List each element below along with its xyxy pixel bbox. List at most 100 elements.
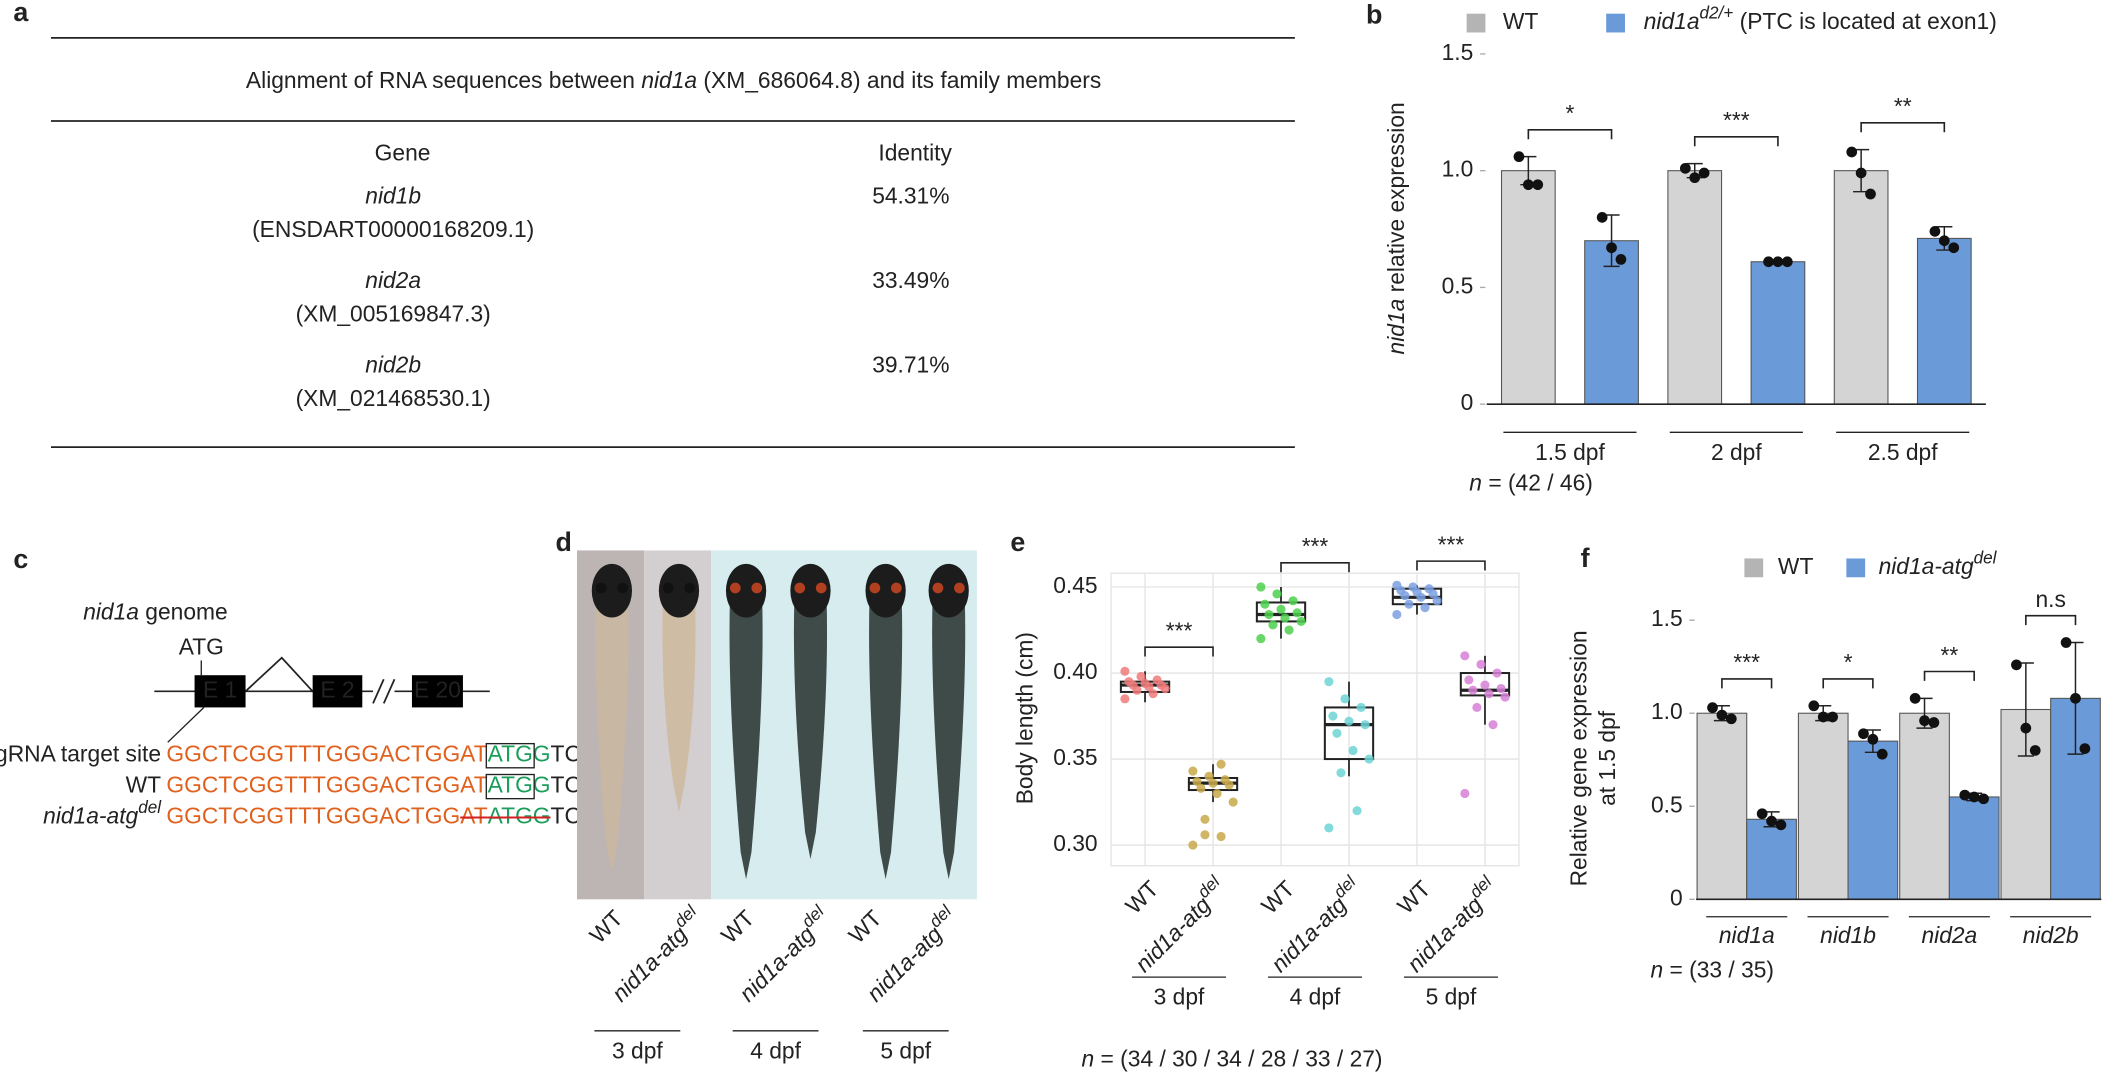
sample-size-part: n — [1469, 470, 1482, 496]
legend-label-part: nid1a-atg — [1879, 553, 1974, 579]
gene-accession: (XM_021468530.1) — [296, 385, 491, 411]
significance-bracket — [1860, 122, 1946, 133]
data-point — [1679, 162, 1691, 174]
bar — [1797, 712, 1849, 900]
bar — [1500, 170, 1556, 405]
data-point — [1408, 582, 1418, 592]
larva-body — [932, 597, 966, 880]
y-axis-label-part: nid1a — [1383, 299, 1409, 355]
data-point — [1596, 212, 1608, 223]
x-tick-label: nid2a — [1921, 922, 1977, 948]
data-point — [1192, 776, 1202, 786]
larva-eye — [595, 582, 607, 594]
table-title-part: Alignment of RNA sequences between — [246, 67, 641, 93]
sequence-segment: GGCTCGGTTTGGGACTGGAT — [166, 741, 487, 767]
bar — [1584, 240, 1639, 405]
legend-label-part: WT — [1778, 553, 1814, 579]
data-point — [1472, 702, 1482, 713]
bar — [1916, 237, 1972, 405]
data-point — [1136, 671, 1146, 682]
genome-title: nid1a genome — [83, 599, 228, 625]
data-point — [1264, 609, 1274, 620]
box — [1323, 706, 1375, 761]
plot-area — [1110, 572, 1520, 867]
data-point — [2011, 659, 2022, 671]
exon — [411, 675, 463, 708]
significance-bracket — [1280, 562, 1350, 573]
larva-body — [869, 597, 903, 880]
data-point — [1725, 713, 1737, 725]
x-tick-label: nid1b — [1820, 922, 1876, 948]
data-point — [1200, 814, 1210, 824]
data-point — [1268, 620, 1278, 630]
y-tick-label: 1.0 — [1651, 698, 1683, 724]
larva-head — [928, 563, 969, 618]
intron — [244, 656, 314, 692]
larva-eye — [751, 582, 763, 594]
data-point — [1344, 716, 1354, 726]
significance-bracket — [1527, 129, 1613, 140]
data-point — [1948, 242, 1960, 254]
legend-swatch — [1466, 13, 1486, 33]
sequence-label: WT — [126, 772, 162, 798]
larva-eye — [869, 582, 881, 594]
data-point — [2060, 637, 2072, 648]
data-point — [2070, 692, 2081, 704]
data-point — [1324, 823, 1334, 833]
sample-size: n = (34 / 30 / 34 / 28 / 33 / 27) — [1082, 1045, 1383, 1071]
significance-label: *** — [1723, 107, 1750, 133]
panel-label: b — [1366, 0, 1382, 29]
data-point — [1216, 759, 1226, 769]
data-point — [1188, 840, 1198, 850]
bar — [1667, 170, 1723, 405]
data-point — [1606, 242, 1617, 254]
gene-name: nid2b — [365, 352, 421, 378]
y-tick-label: 1.5 — [1442, 39, 1474, 65]
significance-label: n.s — [2035, 586, 2065, 612]
bar — [1948, 796, 2000, 900]
table-title: Alignment of RNA sequences between nid1a… — [246, 67, 1101, 93]
day-label: 5 dpf — [880, 1037, 931, 1063]
sequence: GGCTCGGTTTGGGACTGGATATGGTC — [166, 741, 581, 767]
data-point — [1392, 609, 1402, 620]
sample-size-part: = (42 / 46) — [1482, 470, 1593, 496]
data-point — [1216, 831, 1226, 842]
table-header: Identity — [878, 140, 952, 166]
exon — [312, 675, 363, 708]
panel-label: f — [1581, 543, 1590, 573]
legend-label: WT — [1503, 8, 1539, 34]
x-tick-label: 2.5 dpf — [1868, 439, 1938, 465]
gene-name: nid2a — [365, 267, 421, 293]
larva-body — [595, 597, 629, 873]
bar — [1833, 170, 1889, 405]
sequence-segment: ATG — [488, 741, 533, 767]
data-point — [1928, 717, 1940, 728]
legend-label-part: nid1a — [1644, 8, 1700, 34]
data-point — [1204, 771, 1214, 781]
data-point — [1228, 797, 1238, 807]
sequence-label-part: nid1a-atg — [43, 802, 138, 828]
larva-eye — [932, 582, 944, 594]
larva-head — [865, 563, 906, 618]
data-point — [1148, 689, 1158, 699]
data-point — [1296, 616, 1306, 626]
larva-body — [729, 597, 763, 880]
data-point — [1480, 680, 1490, 690]
genome-title-part: nid1a — [83, 599, 139, 625]
exon-label: E 2 — [320, 676, 354, 702]
box — [1255, 601, 1307, 623]
sequence: GGCTCGGTTTGGGACTGGATATGGTC — [166, 802, 581, 828]
data-point — [1615, 254, 1627, 265]
gene-name: nid1b — [365, 183, 421, 209]
table-title-part: nid1a — [641, 67, 697, 93]
data-point — [1817, 711, 1829, 723]
data-point — [1464, 675, 1474, 685]
sequence-segment: GGCTCGGTTTGGGACTGGAT — [166, 772, 487, 798]
sequence-label-part: gRNA target site — [0, 741, 161, 767]
panel-label: a — [13, 0, 29, 27]
larva-head — [658, 563, 700, 618]
significance-label: *** — [1733, 649, 1760, 675]
significance-bracket — [1416, 560, 1486, 571]
legend-label-part: d2/+ — [1700, 3, 1734, 22]
